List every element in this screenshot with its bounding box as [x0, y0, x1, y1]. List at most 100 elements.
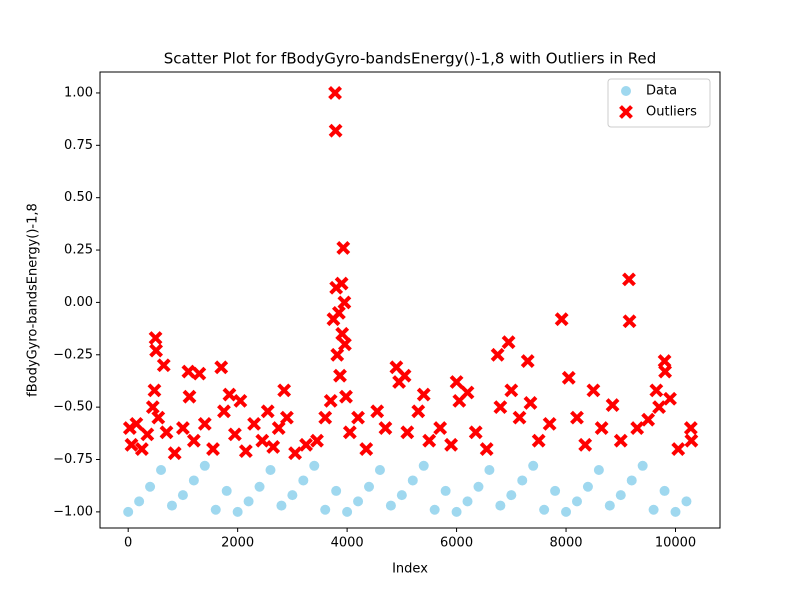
- outlier-marker: [338, 337, 352, 352]
- data-point: [374, 464, 385, 475]
- outlier-marker: [490, 347, 505, 362]
- outlier-marker: [336, 241, 351, 255]
- data-point: [199, 460, 210, 471]
- outlier-marker: [206, 442, 220, 456]
- y-tick-label: 0.25: [64, 243, 93, 258]
- outlier-marker: [351, 410, 365, 425]
- outlier-marker: [622, 314, 637, 329]
- outlier-marker: [649, 383, 664, 398]
- outlier-marker: [181, 364, 196, 379]
- outlier-marker: [149, 343, 164, 358]
- data-point: [210, 504, 221, 515]
- outlier-marker: [468, 425, 483, 440]
- data-point: [221, 485, 232, 496]
- outlier-marker: [570, 410, 584, 425]
- outlier-marker: [561, 370, 576, 385]
- data-point: [156, 464, 167, 475]
- outlier-marker: [318, 410, 333, 425]
- outlier-marker: [310, 433, 324, 448]
- y-tick-label: 1.00: [64, 85, 93, 100]
- outlier-marker: [337, 295, 352, 310]
- outlier-marker: [192, 366, 207, 381]
- data-point: [506, 490, 517, 501]
- outlier-marker: [658, 364, 673, 379]
- outlier-marker: [605, 398, 620, 412]
- data-point: [451, 506, 462, 517]
- data-point: [254, 481, 265, 492]
- chart-title: Scatter Plot for fBodyGyro-bandsEnergy()…: [164, 50, 657, 68]
- data-point: [517, 475, 528, 486]
- outlier-marker: [378, 421, 393, 436]
- outlier-marker: [359, 442, 374, 456]
- outlier-marker: [156, 358, 171, 373]
- outlier-marker: [501, 335, 516, 350]
- outlier-marker: [148, 331, 163, 345]
- outlier-marker: [370, 404, 385, 419]
- data-point: [353, 496, 364, 507]
- outlier-marker: [416, 387, 431, 402]
- outlier-marker: [449, 375, 464, 389]
- x-tick-label: 0: [124, 536, 132, 551]
- outlier-marker: [504, 383, 519, 398]
- y-axis-label: fBodyGyro-bandsEnergy()-1,8: [26, 203, 41, 397]
- data-point: [670, 506, 681, 517]
- data-point: [648, 504, 659, 515]
- outlier-marker: [159, 425, 174, 440]
- outlier-marker: [151, 410, 166, 425]
- outlier-marker: [422, 433, 437, 448]
- data-point: [177, 490, 188, 501]
- data-point: [681, 496, 692, 507]
- data-point: [298, 475, 309, 486]
- outlier-marker: [222, 387, 237, 402]
- outlier-marker: [288, 446, 303, 461]
- outlier-marker: [630, 421, 645, 436]
- outlier-marker: [641, 412, 656, 427]
- data-point: [385, 500, 396, 511]
- outlier-marker: [663, 391, 677, 406]
- outlier-marker: [531, 433, 546, 448]
- legend-label: Outliers: [646, 105, 697, 120]
- data-point: [659, 485, 670, 496]
- outlier-marker: [460, 385, 475, 400]
- x-tick-label: 8000: [549, 536, 582, 551]
- outlier-marker: [542, 416, 557, 431]
- data-point: [637, 460, 648, 471]
- data-point: [539, 504, 550, 515]
- data-point: [571, 496, 582, 507]
- axes-frame: [99, 71, 721, 529]
- data-point: [473, 481, 484, 492]
- outlier-marker: [197, 416, 212, 431]
- outlier-marker: [671, 442, 686, 456]
- outlier-marker: [279, 410, 294, 425]
- outlier-marker: [167, 446, 182, 461]
- outlier-marker: [124, 437, 139, 452]
- data-point: [134, 496, 145, 507]
- data-point: [528, 460, 539, 471]
- legend-box: [607, 78, 711, 128]
- data-point: [582, 481, 593, 492]
- data-point: [188, 475, 199, 486]
- outlier-marker: [129, 416, 144, 431]
- data-point: [396, 490, 407, 501]
- y-tick-label: −1.00: [53, 504, 93, 519]
- data-point: [287, 490, 298, 501]
- outlier-marker: [334, 276, 349, 291]
- outlier-marker: [145, 400, 160, 415]
- data-point: [550, 485, 561, 496]
- outlier-marker: [479, 442, 494, 456]
- outlier-marker: [176, 421, 190, 436]
- data-point: [232, 506, 243, 517]
- data-point: [145, 481, 156, 492]
- data-point: [342, 506, 353, 517]
- outlier-marker: [140, 427, 155, 442]
- outlier-marker: [523, 396, 538, 410]
- outlier-marker: [335, 326, 350, 341]
- outlier-marker: [520, 354, 535, 368]
- x-tick-label: 4000: [331, 536, 364, 551]
- outlier-marker: [333, 368, 347, 383]
- outlier-marker: [134, 442, 149, 456]
- outlier-marker: [652, 400, 666, 415]
- data-point: [331, 485, 342, 496]
- data-point: [561, 506, 572, 517]
